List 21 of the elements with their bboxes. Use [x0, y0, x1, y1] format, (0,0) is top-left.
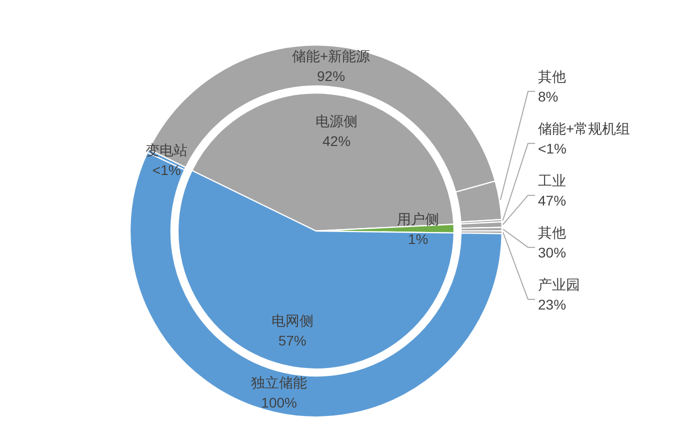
data-label: 1% [408, 231, 428, 248]
data-label: 47% [538, 192, 566, 208]
data-label: 8% [538, 88, 558, 104]
slice-label: 电网侧 [271, 312, 314, 328]
category-label: 工业 [538, 172, 566, 188]
data-label: 100% [261, 394, 297, 410]
category-label: 储能+新能源 [292, 48, 370, 64]
data-label: 30% [538, 244, 566, 260]
category-label: 产业园 [538, 276, 580, 292]
data-label: <1% [538, 140, 566, 156]
data-label: 57% [278, 332, 306, 348]
slice-label: 用户侧 [397, 211, 440, 228]
category-label: 其他 [538, 68, 566, 84]
data-label: 42% [322, 132, 351, 149]
data-label: <1% [152, 162, 181, 178]
data-label: 92% [317, 68, 346, 84]
category-label: 储能+常规机组 [538, 120, 630, 136]
slice-label: 电源侧 [316, 112, 358, 129]
category-label: 独立储能 [251, 374, 308, 390]
data-label: 23% [538, 296, 566, 312]
category-label: 其他 [538, 224, 566, 240]
